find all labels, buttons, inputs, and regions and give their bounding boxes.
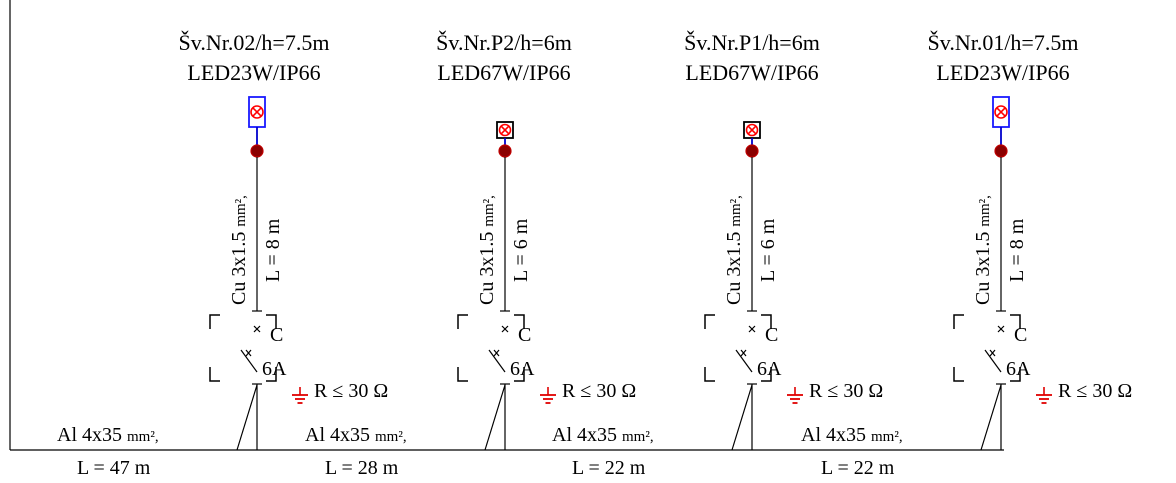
feeder-tap: [731, 384, 753, 451]
breaker-characteristic: C: [270, 324, 283, 346]
luminaire-branch: Šv.Nr.P2/h=6m LED67W/IP66 Cu 3x1.5 mm², L =…: [305, 30, 636, 479]
circuit-breaker-icon: [488, 310, 510, 400]
branch-cable-type: Cu 3x1.5 mm²,: [723, 195, 745, 305]
luminaire-title: Šv.Nr.P2/h=6m: [436, 30, 572, 55]
luminaire-branch: Šv.Nr.01/h=7.5m LED23W/IP66 Cu 3x1.5 mm², L…: [801, 30, 1132, 479]
circuit-breaker-icon: [240, 310, 262, 400]
circuit-breaker-icon: [735, 310, 757, 400]
luminaire-spec: LED67W/IP66: [437, 60, 570, 85]
breaker-enclosure: [209, 314, 277, 382]
breaker-characteristic: C: [518, 324, 531, 346]
luminaire-spec: LED67W/IP66: [685, 60, 818, 85]
feeder-cable-type: Al 4x35 mm²,: [552, 424, 654, 446]
luminaire-spec: LED23W/IP66: [187, 60, 320, 85]
ground-resistance: R ≤ 30 Ω: [809, 380, 883, 402]
lamp-icon: [496, 121, 514, 150]
feeder-cable-type: Al 4x35 mm²,: [305, 424, 407, 446]
feeder-cable-length: L = 47 m: [77, 457, 151, 479]
luminaire-title: Šv.Nr.01/h=7.5m: [928, 30, 1079, 55]
junction-node-icon: [745, 144, 759, 158]
ground-resistance: R ≤ 30 Ω: [1058, 380, 1132, 402]
ground-resistance: R ≤ 30 Ω: [314, 380, 388, 402]
feeder-tap: [484, 384, 506, 451]
breaker-characteristic: C: [765, 324, 778, 346]
branch-cable-length: L = 6 m: [757, 218, 779, 282]
breaker-rating: 6A: [510, 358, 535, 380]
breaker-rating: 6A: [262, 358, 287, 380]
luminaire-branch: Šv.Nr.02/h=7.5m LED23W/IP66 Cu 3x1.5 mm², L…: [57, 30, 388, 479]
branch-cable-length: L = 8 m: [1006, 218, 1028, 282]
luminaire-spec: LED23W/IP66: [936, 60, 1069, 85]
breaker-enclosure: [457, 314, 525, 382]
breaker-rating: 6A: [1006, 358, 1031, 380]
luminaire-title: Šv.Nr.02/h=7.5m: [179, 30, 330, 55]
junction-node-icon: [250, 144, 264, 158]
ground-resistance: R ≤ 30 Ω: [562, 380, 636, 402]
breaker-characteristic: C: [1014, 324, 1027, 346]
feeder-tap: [236, 384, 258, 451]
luminaire-title: Šv.Nr.P1/h=6m: [684, 30, 820, 55]
circuit-breaker-icon: [984, 310, 1006, 400]
branch-cable-type: Cu 3x1.5 mm²,: [972, 195, 994, 305]
lamp-icon: [992, 96, 1010, 150]
branch-cable-type: Cu 3x1.5 mm²,: [228, 195, 250, 305]
feeder-cable-length: L = 22 m: [572, 457, 646, 479]
ground-icon: [787, 387, 803, 404]
breaker-enclosure: [704, 314, 772, 382]
feeder-bus: [9, 0, 1004, 451]
feeder-cable-length: L = 22 m: [821, 457, 895, 479]
luminaire-branch: Šv.Nr.P1/h=6m LED67W/IP66 Cu 3x1.5 mm², L =…: [552, 30, 883, 479]
branch-cable-length: L = 6 m: [510, 218, 532, 282]
ground-icon: [540, 387, 556, 404]
junction-node-icon: [994, 144, 1008, 158]
breaker-enclosure: [953, 314, 1021, 382]
breaker-rating: 6A: [757, 358, 782, 380]
branch-cable-type: Cu 3x1.5 mm²,: [476, 195, 498, 305]
feeder-cable-length: L = 28 m: [325, 457, 399, 479]
branch-cable-length: L = 8 m: [262, 218, 284, 282]
lamp-icon: [248, 96, 266, 150]
feeder-cable-type: Al 4x35 mm²,: [57, 424, 159, 446]
feeder-cable-type: Al 4x35 mm²,: [801, 424, 903, 446]
ground-icon: [292, 387, 308, 404]
ground-icon: [1036, 387, 1052, 404]
junction-node-icon: [498, 144, 512, 158]
feeder-tap: [980, 384, 1002, 451]
